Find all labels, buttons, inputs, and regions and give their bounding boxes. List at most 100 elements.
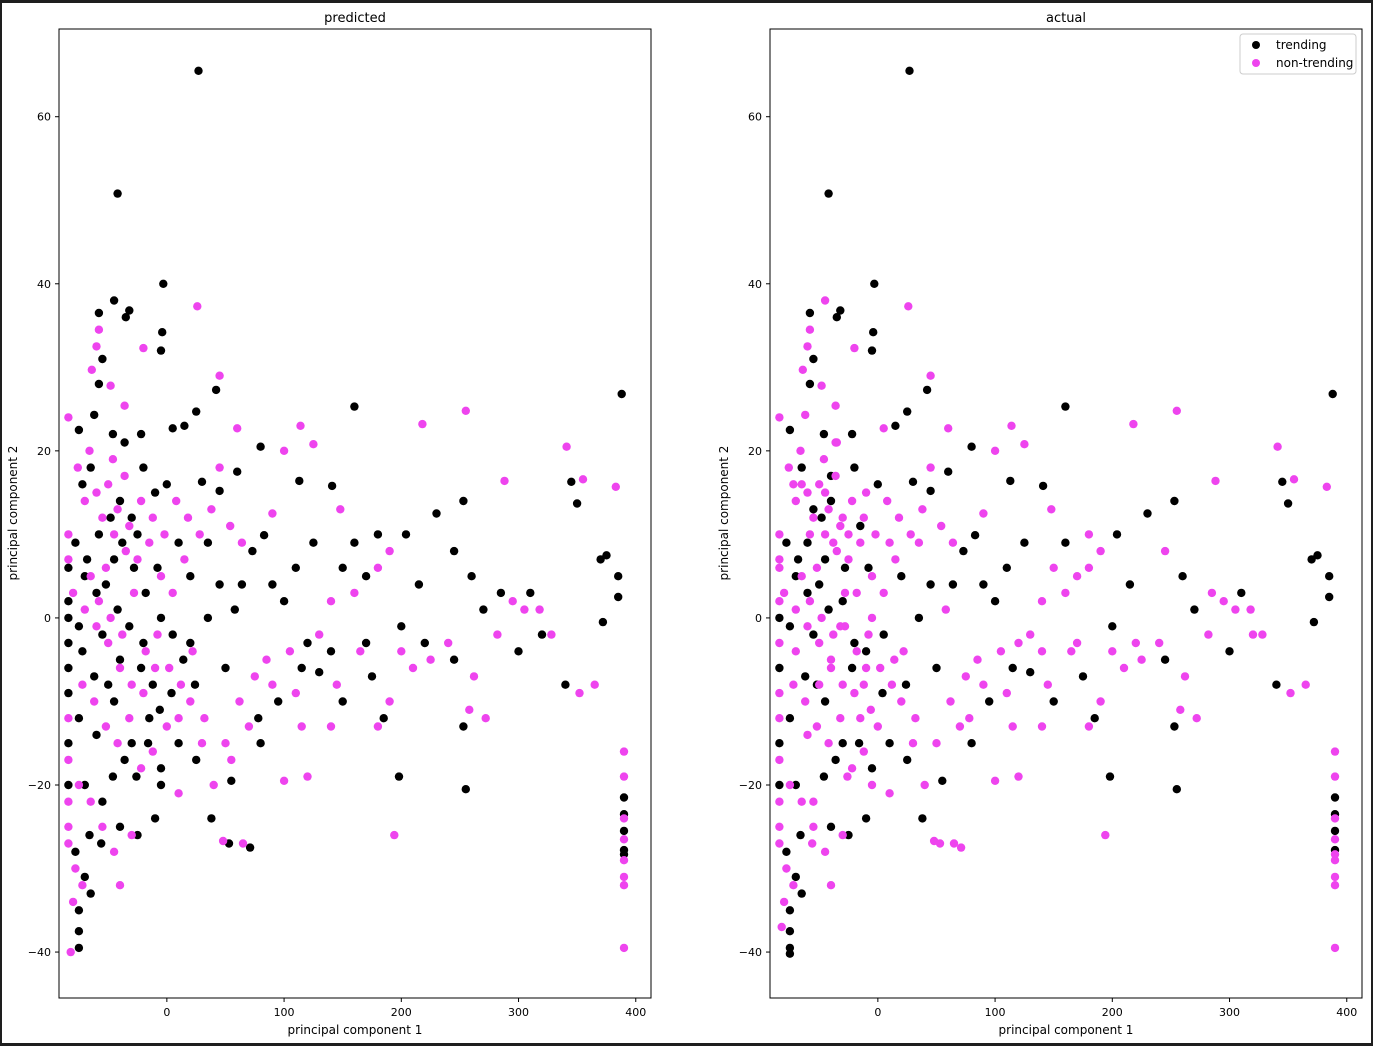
scatter-point-trending	[71, 538, 80, 547]
scatter-point-non-trending	[775, 688, 784, 698]
scatter-point-non-trending	[820, 296, 830, 305]
scatter-point-non-trending	[373, 563, 383, 572]
scatter-point-trending	[207, 814, 216, 823]
scatter-point-trending	[108, 772, 118, 781]
scatter-point-non-trending	[861, 488, 871, 497]
scatter-point-trending	[168, 424, 177, 433]
scatter-point-trending	[938, 776, 947, 785]
scatter-point-non-trending	[935, 839, 945, 848]
scatter-point-non-trending	[797, 480, 806, 489]
scatter-point-trending	[944, 467, 953, 476]
scatter-point-trending	[809, 354, 818, 364]
scatter-point-trending	[903, 407, 912, 416]
scatter-point-trending	[86, 463, 95, 472]
scatter-point-trending	[1112, 530, 1122, 539]
scatter-point-non-trending	[183, 513, 193, 522]
scatter-point-non-trending	[168, 588, 177, 598]
scatter-point-non-trending	[465, 705, 474, 714]
scatter-point-trending	[619, 793, 629, 802]
scatter-point-non-trending	[244, 722, 254, 731]
scatter-point-non-trending	[1037, 722, 1047, 731]
scatter-point-trending	[1170, 496, 1179, 506]
scatter-point-trending	[1038, 481, 1048, 491]
scatter-point-non-trending	[944, 424, 953, 433]
scatter-point-trending	[401, 530, 411, 539]
scatter-point-trending	[614, 572, 623, 581]
scatter-point-non-trending	[326, 722, 336, 731]
scatter-point-non-trending	[838, 513, 847, 522]
scatter-point-trending	[268, 580, 277, 589]
scatter-point-non-trending	[926, 371, 935, 380]
scatter-point-trending	[1026, 668, 1035, 677]
scatter-point-non-trending	[836, 622, 845, 631]
scatter-point-non-trending	[297, 722, 306, 731]
scatter-point-trending	[905, 66, 914, 76]
scatter-point-trending	[602, 551, 611, 560]
scatter-point-trending	[467, 572, 476, 581]
scatter-point-non-trending	[775, 839, 784, 848]
scatter-point-non-trending	[1014, 638, 1023, 648]
scatter-point-trending	[1006, 476, 1015, 486]
scatter-point-non-trending	[78, 881, 87, 890]
scatter-point-non-trending	[990, 446, 1000, 455]
x-tick-label: 200	[391, 1006, 412, 1019]
scatter-point-non-trending	[1007, 421, 1016, 430]
scatter-point-non-trending	[233, 424, 242, 433]
scatter-point-non-trending	[785, 780, 795, 790]
y-axis-label: principal component 2	[717, 446, 731, 581]
scatter-point-trending	[367, 672, 377, 681]
scatter-point-trending	[785, 622, 795, 631]
scatter-point-non-trending	[1037, 647, 1047, 656]
scatter-point-trending	[598, 617, 608, 627]
scatter-point-non-trending	[1072, 572, 1082, 581]
scatter-point-trending	[922, 385, 932, 395]
scatter-point-non-trending	[926, 463, 935, 472]
scatter-point-trending	[125, 622, 134, 631]
scatter-point-non-trending	[235, 697, 244, 706]
scatter-point-non-trending	[847, 764, 857, 773]
scatter-point-trending	[836, 306, 845, 315]
scatter-point-trending	[203, 538, 213, 547]
scatter-point-trending	[133, 530, 142, 539]
scatter-point-trending	[136, 429, 146, 439]
scatter-point-non-trending	[965, 714, 974, 723]
scatter-point-non-trending	[291, 688, 300, 698]
scatter-point-non-trending	[104, 638, 113, 648]
scatter-point-trending	[194, 66, 203, 76]
scatter-point-non-trending	[221, 739, 230, 748]
scatter-point-non-trending	[911, 714, 920, 723]
scatter-point-non-trending	[106, 613, 115, 623]
scatter-point-trending	[327, 481, 337, 491]
scatter-point-non-trending	[1020, 440, 1029, 449]
scatter-point-trending	[791, 572, 800, 581]
scatter-point-trending	[1172, 785, 1182, 794]
scatter-point-trending	[820, 555, 830, 564]
scatter-point-non-trending	[578, 475, 588, 484]
legend-label-trending: trending	[1276, 38, 1327, 52]
scatter-point-trending	[847, 663, 857, 673]
scatter-point-trending	[94, 379, 104, 389]
scatter-point-non-trending	[98, 513, 107, 522]
scatter-point-trending	[197, 477, 207, 486]
scatter-point-non-trending	[918, 505, 927, 514]
scatter-point-non-trending	[148, 513, 157, 522]
scatter-point-non-trending	[1330, 814, 1340, 823]
scatter-point-non-trending	[1231, 605, 1240, 614]
scatter-point-non-trending	[831, 471, 840, 481]
scatter-point-trending	[479, 605, 488, 614]
y-tick-label: 40	[37, 278, 51, 291]
scatter-point-non-trending	[879, 588, 888, 598]
scatter-point-trending	[903, 755, 912, 765]
scatter-point-non-trending	[904, 302, 913, 311]
scatter-point-non-trending	[815, 480, 824, 489]
scatter-point-trending	[104, 680, 113, 689]
scatter-point-non-trending	[1002, 688, 1011, 698]
scatter-point-trending	[98, 630, 107, 639]
scatter-point-trending	[797, 463, 806, 472]
scatter-point-non-trending	[1211, 476, 1220, 486]
scatter-point-non-trending	[215, 463, 224, 472]
scatter-point-non-trending	[106, 381, 115, 390]
y-tick-label: 0	[755, 612, 762, 625]
scatter-point-trending	[132, 772, 141, 781]
scatter-point-trending	[1225, 647, 1234, 656]
